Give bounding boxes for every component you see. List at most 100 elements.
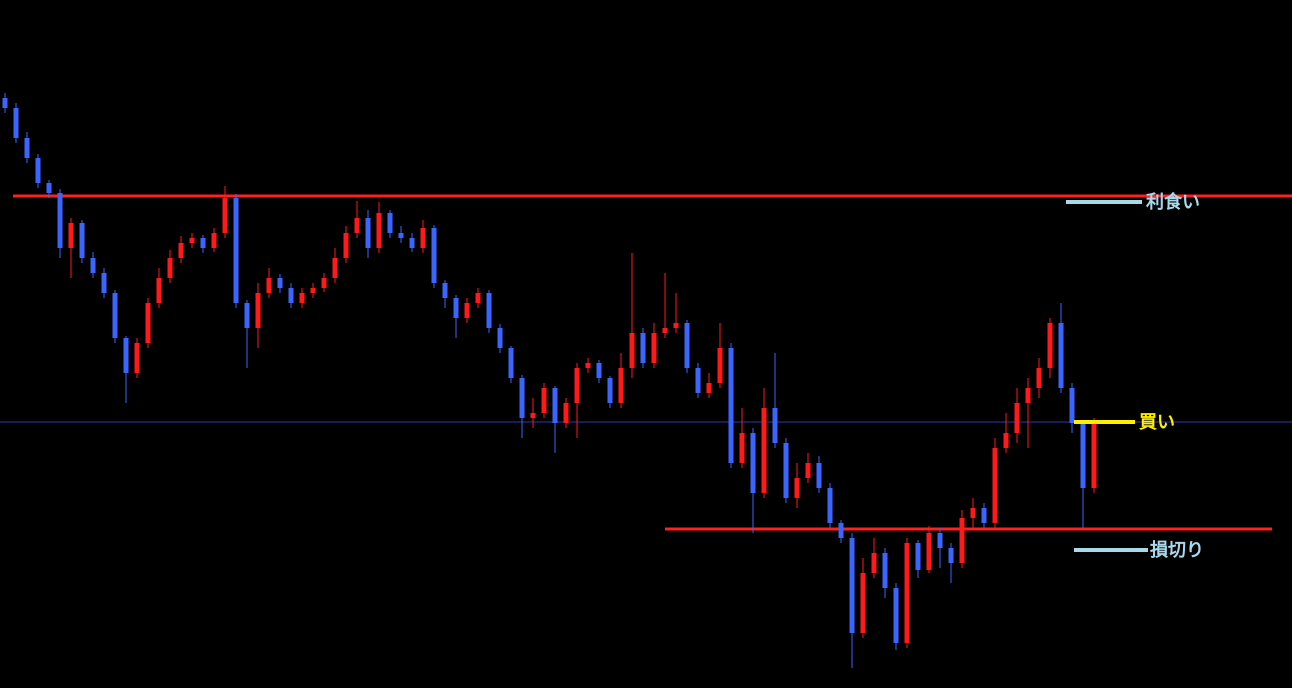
candle-body bbox=[277, 278, 283, 288]
candle-body bbox=[508, 348, 514, 378]
candle-body bbox=[618, 368, 624, 403]
candle-body bbox=[321, 278, 327, 288]
candle-body bbox=[255, 293, 261, 328]
candle-body bbox=[574, 368, 580, 403]
candle-body bbox=[24, 138, 30, 158]
candle-body bbox=[750, 433, 756, 493]
candle-body bbox=[563, 403, 569, 423]
candle-body bbox=[783, 443, 789, 498]
candle-body bbox=[1047, 323, 1053, 368]
candle-body bbox=[420, 228, 426, 248]
candle-body bbox=[992, 448, 998, 523]
candle-body bbox=[46, 183, 52, 193]
candle-body bbox=[13, 108, 19, 138]
candle-body bbox=[893, 588, 899, 643]
candle-body bbox=[607, 378, 613, 403]
candle-body bbox=[288, 288, 294, 303]
candle-body bbox=[959, 518, 965, 563]
candle-body bbox=[530, 413, 536, 418]
candle-body bbox=[2, 98, 8, 108]
candle-body bbox=[981, 508, 987, 523]
candle-body bbox=[112, 293, 118, 338]
candle-body bbox=[464, 303, 470, 318]
candle-body bbox=[948, 548, 954, 563]
candle-body bbox=[860, 573, 866, 633]
candle-body bbox=[35, 158, 41, 183]
candle-body bbox=[486, 293, 492, 328]
candle-body bbox=[761, 408, 767, 493]
candle-body bbox=[101, 273, 107, 293]
candle-body bbox=[145, 303, 151, 343]
candle-body bbox=[904, 543, 910, 643]
candle-body bbox=[1003, 433, 1009, 448]
candle-body bbox=[882, 553, 888, 588]
marker-label: 損切り bbox=[1150, 539, 1204, 561]
candle-body bbox=[497, 328, 503, 348]
candle-body bbox=[398, 233, 404, 238]
candle-body bbox=[937, 533, 943, 548]
candle-body bbox=[629, 333, 635, 368]
candle-body bbox=[453, 298, 459, 318]
candle-body bbox=[1091, 423, 1097, 488]
candle-body bbox=[816, 463, 822, 488]
candle-body bbox=[871, 553, 877, 573]
candle-body bbox=[299, 293, 305, 303]
candle-body bbox=[365, 218, 371, 248]
candle-body bbox=[1069, 388, 1075, 423]
candle-body bbox=[233, 198, 239, 303]
candle-body bbox=[849, 538, 855, 633]
candle-body bbox=[915, 543, 921, 570]
candle-body bbox=[519, 378, 525, 418]
candle-body bbox=[332, 258, 338, 278]
candle-body bbox=[805, 463, 811, 478]
candle-body bbox=[970, 508, 976, 518]
candle-body bbox=[343, 233, 349, 258]
candle-body bbox=[57, 193, 63, 248]
candle-body bbox=[827, 488, 833, 523]
candle-body bbox=[189, 238, 195, 243]
candle-body bbox=[739, 433, 745, 463]
candle-body bbox=[838, 523, 844, 538]
candle-body bbox=[1025, 388, 1031, 403]
candle-body bbox=[167, 258, 173, 278]
candle-body bbox=[123, 338, 129, 373]
candle-body bbox=[585, 363, 591, 368]
candle-body bbox=[310, 288, 316, 293]
candle-body bbox=[717, 348, 723, 383]
candle-body bbox=[134, 343, 140, 373]
candle-body bbox=[772, 408, 778, 443]
candle-body bbox=[354, 218, 360, 233]
candle-body bbox=[596, 363, 602, 378]
candle-body bbox=[684, 323, 690, 368]
candle-body bbox=[178, 243, 184, 258]
marker-label: 買い bbox=[1139, 412, 1175, 433]
candle-body bbox=[409, 238, 415, 248]
candle-body bbox=[387, 213, 393, 233]
candle-body bbox=[442, 283, 448, 298]
candle-body bbox=[1036, 368, 1042, 388]
candle-body bbox=[706, 383, 712, 393]
candle-body bbox=[1080, 423, 1086, 488]
candle-body bbox=[222, 198, 228, 233]
candle-body bbox=[266, 278, 272, 293]
candle-body bbox=[1014, 403, 1020, 433]
candle-body bbox=[926, 533, 932, 570]
candle-body bbox=[156, 278, 162, 303]
candle-body bbox=[662, 328, 668, 333]
candle-body bbox=[211, 233, 217, 248]
candle-body bbox=[728, 348, 734, 463]
candle-body bbox=[90, 258, 96, 273]
candle-body bbox=[376, 213, 382, 248]
candle-body bbox=[552, 388, 558, 423]
candle-body bbox=[431, 228, 437, 283]
candle-body bbox=[794, 478, 800, 498]
candle-body bbox=[475, 293, 481, 303]
candle-body bbox=[640, 333, 646, 363]
candle-body bbox=[1058, 323, 1064, 388]
candle-body bbox=[200, 238, 206, 248]
marker-label: 利食い bbox=[1146, 191, 1200, 213]
candle-body bbox=[68, 223, 74, 248]
candle-body bbox=[651, 333, 657, 363]
